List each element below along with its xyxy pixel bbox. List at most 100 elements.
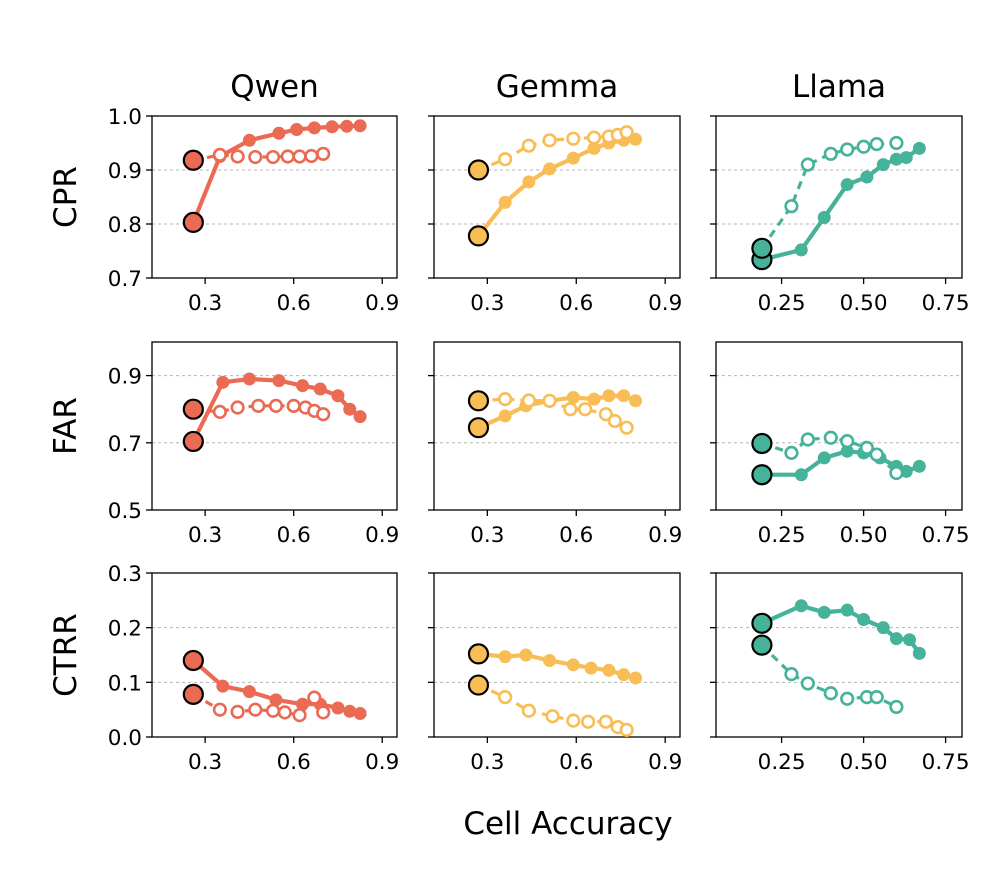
data-point-dashed bbox=[248, 702, 263, 717]
data-point-solid bbox=[889, 632, 903, 646]
data-point-dashed bbox=[521, 703, 536, 718]
data-point-dashed bbox=[277, 705, 292, 720]
data-point-solid bbox=[519, 648, 533, 662]
data-point-solid bbox=[617, 668, 631, 682]
data-point-dashed bbox=[307, 690, 322, 705]
panel-frame bbox=[715, 572, 963, 738]
row-label-far: FAR bbox=[48, 397, 84, 455]
start-point-dashed bbox=[751, 634, 773, 656]
panel-frame bbox=[151, 115, 398, 279]
x-tick-label: 0.9 bbox=[365, 523, 399, 548]
start-point-dashed bbox=[467, 159, 490, 181]
data-point-solid bbox=[290, 123, 304, 136]
data-point-solid bbox=[522, 175, 536, 189]
y-tick-label: 0.0 bbox=[108, 726, 142, 751]
x-tick-label: 0.3 bbox=[188, 750, 222, 775]
data-point-solid bbox=[794, 468, 808, 482]
data-point-dashed bbox=[292, 708, 307, 723]
data-point-dashed bbox=[619, 125, 634, 140]
data-point-dashed bbox=[800, 157, 815, 172]
x-tick-label: 0.75 bbox=[922, 523, 970, 548]
panel-frame bbox=[151, 572, 398, 738]
data-point-dashed bbox=[563, 402, 578, 417]
start-point-dashed bbox=[751, 237, 773, 259]
data-point-dashed bbox=[545, 709, 560, 724]
data-point-dashed bbox=[619, 722, 634, 737]
data-point-solid bbox=[313, 382, 327, 396]
x-tick-label: 0.75 bbox=[922, 750, 970, 775]
data-point-dashed bbox=[316, 407, 331, 422]
panel-ctrr-qwen: 0.0 0.1 0.2 0.3 0.3 0.6 0.9 bbox=[108, 562, 400, 775]
data-point-solid bbox=[353, 706, 367, 720]
column-title-gemma: Gemma bbox=[496, 69, 619, 105]
data-point-solid bbox=[876, 158, 890, 172]
x-tick-label: 0.50 bbox=[840, 291, 888, 316]
data-point-solid bbox=[617, 389, 631, 403]
panel-ctrr-gemma: 0.3 0.6 0.9 bbox=[428, 572, 682, 775]
data-point-dashed bbox=[498, 392, 513, 407]
panel-frame bbox=[151, 341, 398, 511]
data-point-dashed bbox=[248, 149, 263, 165]
y-tick-label: 1.0 bbox=[108, 105, 142, 130]
column-title-qwen: Qwen bbox=[230, 69, 318, 105]
data-point-solid bbox=[566, 151, 580, 165]
data-point-dashed bbox=[542, 133, 557, 148]
y-tick-label: 0.3 bbox=[108, 562, 142, 587]
data-point-dashed bbox=[823, 146, 838, 161]
data-point-dashed bbox=[869, 447, 884, 462]
data-point-solid bbox=[794, 243, 808, 257]
data-point-dashed bbox=[251, 398, 266, 413]
x-tick-label: 0.50 bbox=[840, 750, 888, 775]
data-point-solid bbox=[216, 375, 230, 389]
data-point-dashed bbox=[566, 713, 581, 728]
column-title-llama: Llama bbox=[792, 69, 886, 105]
data-point-solid bbox=[587, 141, 601, 155]
data-point-solid bbox=[343, 704, 357, 718]
panel-cpr-gemma: 0.3 0.6 0.9 bbox=[428, 115, 682, 316]
series-line-solid bbox=[761, 603, 922, 655]
start-point-dashed bbox=[467, 390, 490, 412]
data-point-solid bbox=[817, 605, 831, 619]
x-tick-label: 0.25 bbox=[758, 291, 806, 316]
data-point-dashed bbox=[823, 686, 838, 701]
panel-frame bbox=[433, 341, 681, 511]
x-tick-label: 0.25 bbox=[758, 523, 806, 548]
data-point-solid bbox=[272, 374, 286, 388]
y-tick-label: 0.8 bbox=[108, 213, 142, 238]
series-line-dashed bbox=[760, 141, 897, 250]
data-point-solid bbox=[857, 612, 871, 626]
panel-cpr-qwen: 0.7 0.8 0.9 1.0 0.3 0.6 0.9 bbox=[108, 105, 400, 316]
start-point-solid bbox=[182, 430, 204, 453]
y-tick-label: 0.9 bbox=[108, 159, 142, 184]
data-point-solid bbox=[498, 650, 512, 664]
data-point-solid bbox=[543, 162, 557, 176]
data-point-solid bbox=[840, 178, 854, 192]
data-point-dashed bbox=[521, 138, 536, 153]
data-point-dashed bbox=[566, 131, 581, 146]
data-point-solid bbox=[840, 444, 854, 458]
x-tick-label: 0.9 bbox=[648, 291, 682, 316]
data-point-dashed bbox=[212, 404, 227, 419]
data-point-dashed bbox=[265, 149, 281, 165]
data-point-dashed bbox=[304, 148, 319, 164]
data-point-solid bbox=[903, 633, 917, 647]
x-tick-label: 0.25 bbox=[758, 750, 806, 775]
data-point-solid bbox=[860, 170, 874, 184]
x-tick-label: 0.9 bbox=[365, 291, 399, 316]
data-point-solid bbox=[602, 389, 616, 403]
data-point-solid bbox=[216, 679, 230, 693]
start-point-solid bbox=[467, 225, 490, 247]
data-point-dashed bbox=[230, 704, 245, 719]
start-point-solid bbox=[751, 464, 773, 486]
data-point-dashed bbox=[498, 152, 513, 167]
series-line-dashed bbox=[478, 397, 628, 430]
data-point-solid bbox=[340, 119, 354, 133]
data-point-dashed bbox=[586, 130, 602, 145]
panel-frame bbox=[433, 115, 681, 279]
data-point-dashed bbox=[598, 714, 614, 729]
start-point-dashed bbox=[751, 432, 773, 455]
x-tick-label: 0.6 bbox=[277, 523, 311, 548]
data-point-solid bbox=[331, 389, 345, 403]
data-point-dashed bbox=[856, 139, 871, 154]
data-point-dashed bbox=[889, 699, 904, 715]
